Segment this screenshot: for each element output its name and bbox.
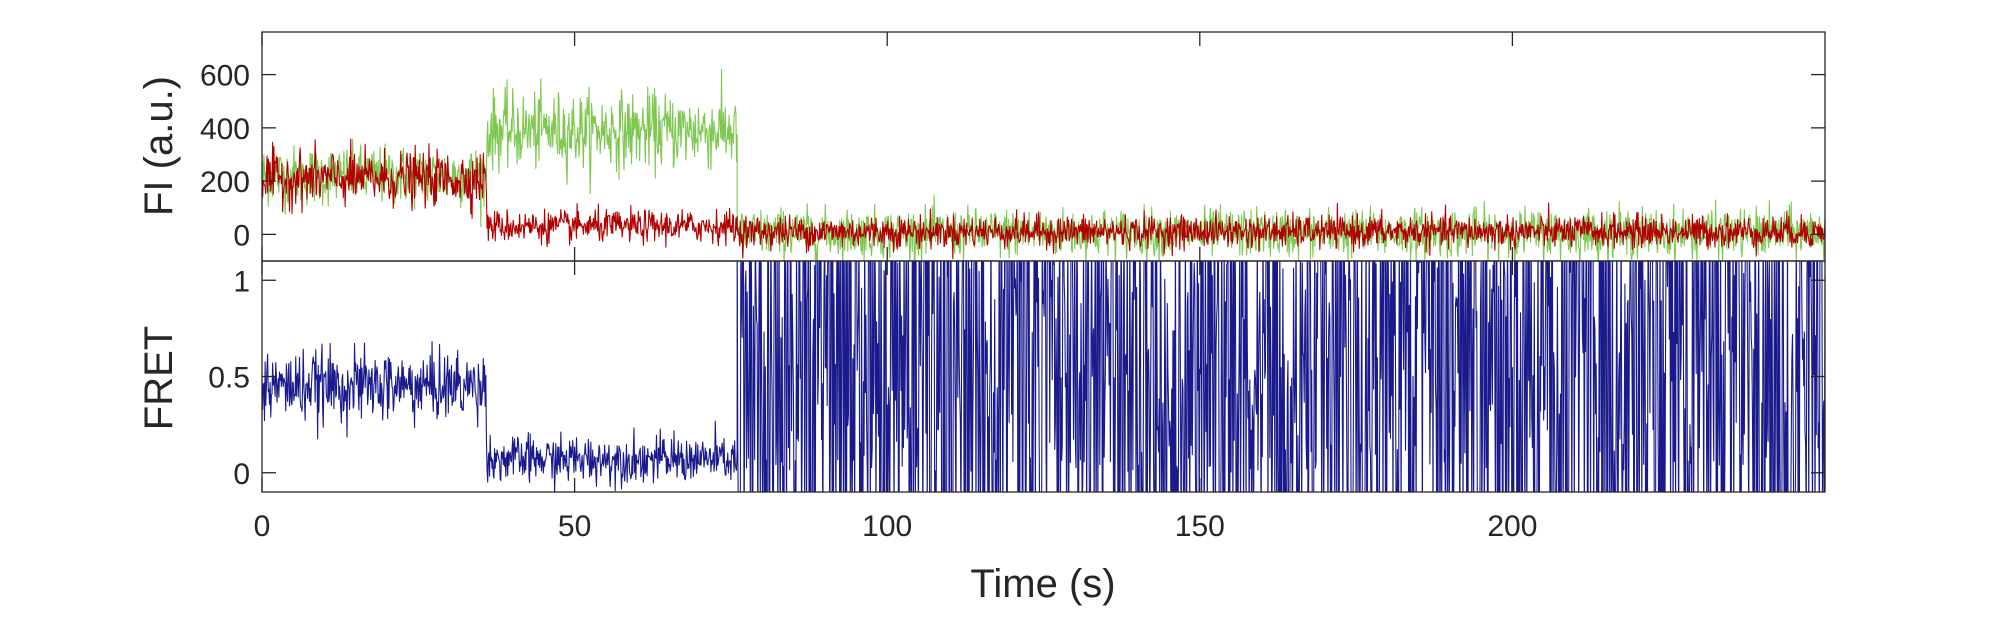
intensity-panel: 0 200 400 600 FI (a.u.) [137, 31, 1826, 262]
fret-ticks: 0 0.5 1 0 50 100 150 200 [208, 261, 1825, 543]
intensity-y-axis-label: FI (a.u.) [137, 76, 181, 216]
fret-y-tick-label: 0 [233, 458, 250, 491]
intensity-series-0-line [262, 68, 1825, 261]
fret-series-0-line [262, 261, 1825, 492]
fret-panel: 0 0.5 1 0 50 100 150 200 FRET Time (s) [137, 260, 1826, 606]
fret-y-tick-label: 1 [233, 265, 250, 298]
fret-x-tick-label: 200 [1487, 510, 1537, 543]
intensity-y-tick-label: 600 [200, 60, 250, 93]
fret-x-tick-label: 150 [1175, 510, 1225, 543]
intensity-y-tick-label: 200 [200, 166, 250, 199]
intensity-y-tick-label: 400 [200, 113, 250, 146]
intensity-ticks: 0 200 400 600 [200, 32, 1825, 261]
time-x-axis-label: Time (s) [970, 562, 1115, 606]
fret-traces [262, 261, 1825, 492]
fret-y-tick-label: 0.5 [208, 362, 250, 395]
intensity-traces [262, 68, 1825, 261]
fret-x-tick-label: 50 [558, 510, 591, 543]
fret-y-axis-label: FRET [137, 326, 181, 430]
intensity-series-1-line [262, 138, 1825, 260]
fret-x-tick-label: 100 [862, 510, 912, 543]
intensity-y-tick-label: 0 [233, 219, 250, 252]
fret-x-tick-label: 0 [254, 510, 271, 543]
